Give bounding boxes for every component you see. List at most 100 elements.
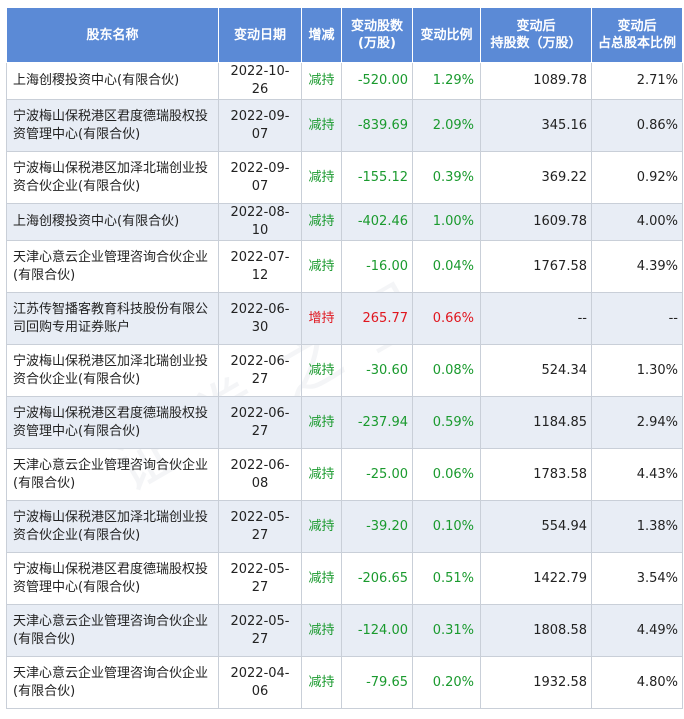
header-after-ratio-line1: 变动后 <box>617 19 657 34</box>
change-direction: 减持 <box>301 552 342 605</box>
header-change-ratio: 变动比例 <box>412 7 481 63</box>
change-shares: -25.00 <box>341 448 413 501</box>
change-date: 2022-06-27 <box>218 396 302 449</box>
change-direction: 减持 <box>301 604 342 657</box>
shareholder-name: 宁波梅山保税港区加泽北瑞创业投资合伙企业(有限合伙) <box>6 151 219 204</box>
ratio-after: 2.71% <box>591 62 683 100</box>
change-date: 2022-06-30 <box>218 292 302 345</box>
change-shares: -39.20 <box>341 500 413 553</box>
change-direction: 减持 <box>301 99 342 152</box>
shares-after: 1808.58 <box>480 604 592 657</box>
shareholder-name: 江苏传智播客教育科技股份有限公司回购专用证券账户 <box>6 292 219 345</box>
shares-after: -- <box>480 292 592 345</box>
shareholder-name: 宁波梅山保税港区君度德瑞股权投资管理中心(有限合伙) <box>6 99 219 152</box>
table-row: 宁波梅山保税港区君度德瑞股权投资管理中心(有限合伙) 2022-09-07 减持 -8… <box>6 99 683 152</box>
change-shares: -402.46 <box>341 203 413 241</box>
ratio-after: 1.38% <box>591 500 683 553</box>
header-change-shares: 变动股数 (万股) <box>341 7 413 63</box>
shareholder-name: 宁波梅山保税港区加泽北瑞创业投资合伙企业(有限合伙) <box>6 500 219 553</box>
shareholder-name: 上海创稷投资中心(有限合伙) <box>6 62 219 100</box>
shareholder-name: 宁波梅山保税港区君度德瑞股权投资管理中心(有限合伙) <box>6 552 219 605</box>
shares-after: 369.22 <box>480 151 592 204</box>
shares-after: 1422.79 <box>480 552 592 605</box>
shares-after: 1767.58 <box>480 240 592 293</box>
change-date: 2022-08-10 <box>218 203 302 241</box>
table-row: 天津心意云企业管理咨询合伙企业(有限合伙) 2022-07-12 减持 -16.00 0… <box>6 240 683 293</box>
change-direction: 减持 <box>301 500 342 553</box>
change-ratio: 0.31% <box>412 604 481 657</box>
ratio-after: 4.39% <box>591 240 683 293</box>
header-direction: 增减 <box>301 7 342 63</box>
shares-after: 1089.78 <box>480 62 592 100</box>
change-date: 2022-06-27 <box>218 344 302 397</box>
shareholder-name: 上海创稷投资中心(有限合伙) <box>6 203 219 241</box>
change-ratio: 0.10% <box>412 500 481 553</box>
change-shares: 265.77 <box>341 292 413 345</box>
shares-after: 1932.58 <box>480 656 592 709</box>
header-name: 股东名称 <box>6 7 219 63</box>
change-ratio: 0.04% <box>412 240 481 293</box>
change-shares: -237.94 <box>341 396 413 449</box>
table-row: 上海创稷投资中心(有限合伙) 2022-10-26 减持 -520.00 1.29% 10… <box>6 62 683 100</box>
change-direction: 减持 <box>301 448 342 501</box>
header-date: 变动日期 <box>218 7 302 63</box>
change-ratio: 2.09% <box>412 99 481 152</box>
table-row: 宁波梅山保税港区君度德瑞股权投资管理中心(有限合伙) 2022-05-27 减持 -2… <box>6 552 683 605</box>
change-date: 2022-06-08 <box>218 448 302 501</box>
change-shares: -206.65 <box>341 552 413 605</box>
ratio-after: 4.00% <box>591 203 683 241</box>
table-row: 天津心意云企业管理咨询合伙企业(有限合伙) 2022-05-27 减持 -124.00… <box>6 604 683 657</box>
change-ratio: 0.20% <box>412 656 481 709</box>
change-ratio: 0.59% <box>412 396 481 449</box>
change-direction: 减持 <box>301 396 342 449</box>
shares-after: 1184.85 <box>480 396 592 449</box>
change-date: 2022-05-27 <box>218 500 302 553</box>
table-row: 宁波梅山保税港区加泽北瑞创业投资合伙企业(有限合伙) 2022-06-27 减持 -3… <box>6 344 683 397</box>
change-date: 2022-04-06 <box>218 656 302 709</box>
shares-after: 345.16 <box>480 99 592 152</box>
table-header-row: 股东名称 变动日期 增减 变动股数 (万股) 变动比例 变动后 持股数（万股） … <box>6 7 683 63</box>
shareholder-name: 天津心意云企业管理咨询合伙企业(有限合伙) <box>6 240 219 293</box>
change-date: 2022-05-27 <box>218 552 302 605</box>
header-after-shares: 变动后 持股数（万股） <box>480 7 592 63</box>
change-ratio: 0.08% <box>412 344 481 397</box>
change-date: 2022-10-26 <box>218 62 302 100</box>
table-row: 天津心意云企业管理咨询合伙企业(有限合伙) 2022-06-08 减持 -25.00 0… <box>6 448 683 501</box>
change-shares: -16.00 <box>341 240 413 293</box>
ratio-after: -- <box>591 292 683 345</box>
shareholder-change-table: 股东名称 变动日期 增减 变动股数 (万股) 变动比例 变动后 持股数（万股） … <box>6 7 683 709</box>
table-row: 上海创稷投资中心(有限合伙) 2022-08-10 减持 -402.46 1.00% 16… <box>6 203 683 241</box>
ratio-after: 4.43% <box>591 448 683 501</box>
change-direction: 减持 <box>301 344 342 397</box>
change-shares: -79.65 <box>341 656 413 709</box>
shares-after: 524.34 <box>480 344 592 397</box>
header-change-shares-line2: (万股) <box>358 36 396 51</box>
change-direction: 减持 <box>301 656 342 709</box>
change-ratio: 0.66% <box>412 292 481 345</box>
change-ratio: 0.51% <box>412 552 481 605</box>
change-direction: 增持 <box>301 292 342 345</box>
change-shares: -155.12 <box>341 151 413 204</box>
ratio-after: 0.92% <box>591 151 683 204</box>
change-date: 2022-05-27 <box>218 604 302 657</box>
change-date: 2022-07-12 <box>218 240 302 293</box>
table-row: 宁波梅山保税港区加泽北瑞创业投资合伙企业(有限合伙) 2022-09-07 减持 -1… <box>6 151 683 204</box>
shares-after: 1609.78 <box>480 203 592 241</box>
change-date: 2022-09-07 <box>218 151 302 204</box>
shareholder-name: 天津心意云企业管理咨询合伙企业(有限合伙) <box>6 604 219 657</box>
shares-after: 554.94 <box>480 500 592 553</box>
shareholder-name: 天津心意云企业管理咨询合伙企业(有限合伙) <box>6 448 219 501</box>
ratio-after: 0.86% <box>591 99 683 152</box>
shareholder-name: 宁波梅山保税港区君度德瑞股权投资管理中心(有限合伙) <box>6 396 219 449</box>
shares-after: 1783.58 <box>480 448 592 501</box>
header-change-shares-line1: 变动股数 <box>350 19 403 34</box>
change-date: 2022-09-07 <box>218 99 302 152</box>
change-direction: 减持 <box>301 240 342 293</box>
header-after-ratio: 变动后 占总股本比例 <box>591 7 683 63</box>
change-shares: -839.69 <box>341 99 413 152</box>
change-ratio: 1.29% <box>412 62 481 100</box>
change-direction: 减持 <box>301 203 342 241</box>
change-ratio: 0.39% <box>412 151 481 204</box>
table-row: 宁波梅山保税港区加泽北瑞创业投资合伙企业(有限合伙) 2022-05-27 减持 -3… <box>6 500 683 553</box>
shareholder-name: 天津心意云企业管理咨询合伙企业(有限合伙) <box>6 656 219 709</box>
